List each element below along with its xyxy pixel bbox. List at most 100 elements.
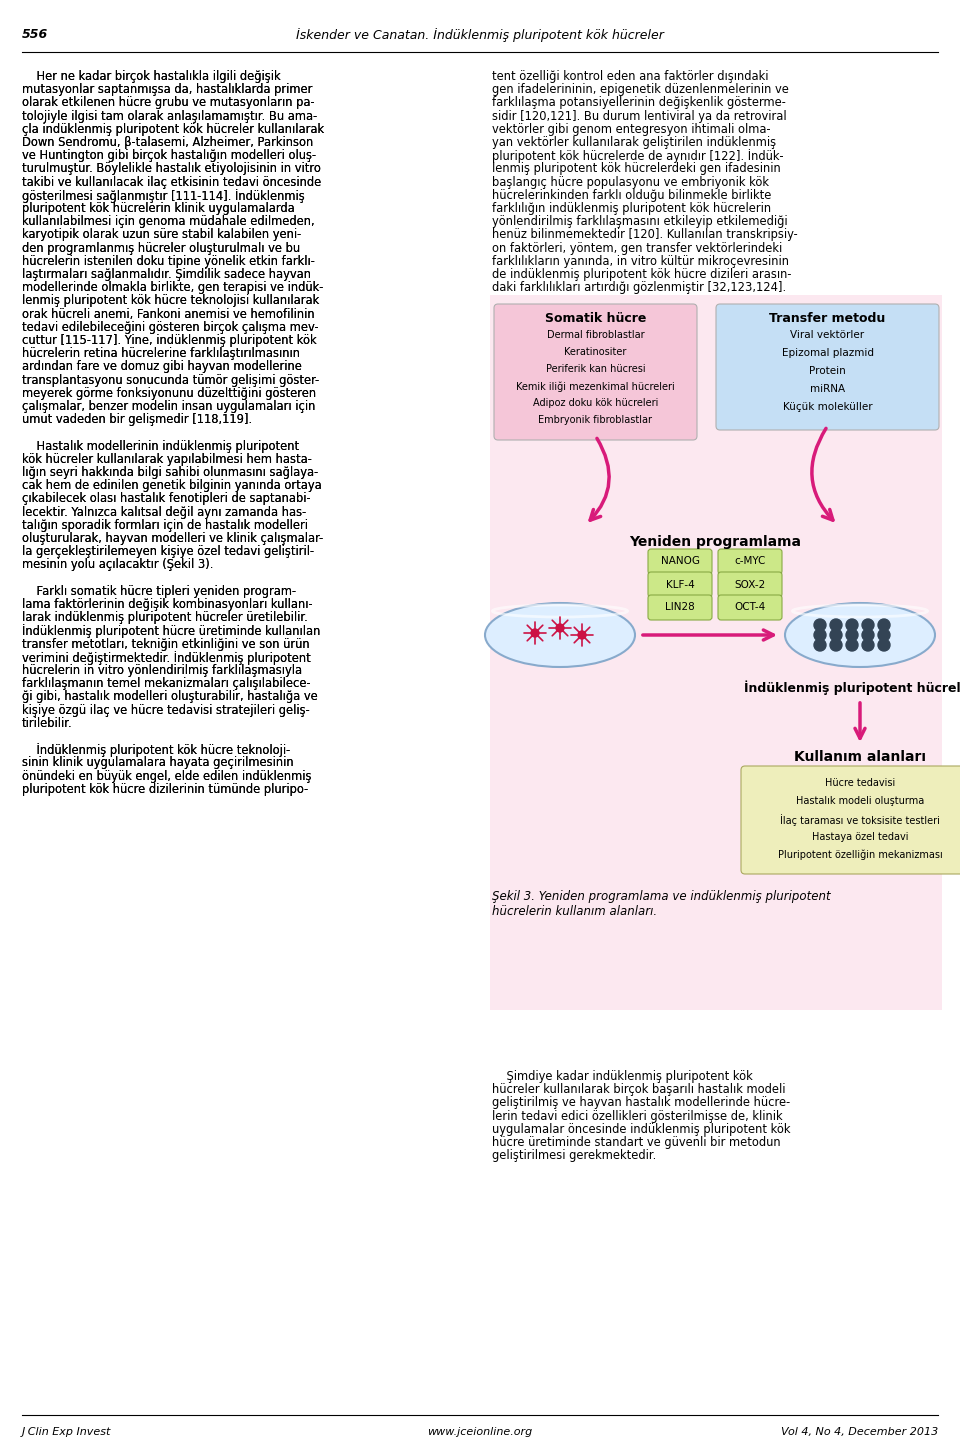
Text: hücrelerinkinden farklı olduğu bilinmekle birlikte: hücrelerinkinden farklı olduğu bilinmekl…	[492, 189, 772, 202]
Text: den programlanmış hücreler oluşturulmalı ve bu: den programlanmış hücreler oluşturulmalı…	[22, 241, 300, 254]
Text: cuttur [115-117]. Yine, indüklenmiş pluripotent kök: cuttur [115-117]. Yine, indüklenmiş plur…	[22, 334, 317, 347]
Text: farklılaşma potansiyellerinin değişkenlik gösterme-: farklılaşma potansiyellerinin değişkenli…	[492, 97, 786, 110]
Text: hücreler kullanılarak birçok başarılı hastalık modeli: hücreler kullanılarak birçok başarılı ha…	[492, 1083, 785, 1096]
Circle shape	[531, 629, 539, 638]
Text: mutasyonlar saptanmışsa da, hastalıklarda primer: mutasyonlar saptanmışsa da, hastalıklard…	[22, 84, 312, 97]
Circle shape	[846, 639, 858, 651]
Text: önündeki en büyük engel, elde edilen indüklenmiş: önündeki en büyük engel, elde edilen ind…	[22, 769, 311, 782]
Text: Pluripotent özelliğin mekanizması: Pluripotent özelliğin mekanizması	[778, 850, 943, 860]
Circle shape	[846, 619, 858, 630]
Text: İlaç taraması ve toksisite testleri: İlaç taraması ve toksisite testleri	[780, 814, 940, 826]
Text: meyerek görme fonksiyonunu düzelttiğini gösteren: meyerek görme fonksiyonunu düzelttiğini …	[22, 386, 316, 399]
Text: İskender ve Canatan. İndüklenmiş pluripotent kök hücreler: İskender ve Canatan. İndüklenmiş pluripo…	[296, 27, 664, 42]
Text: çıkabilecek olası hastalık fenotipleri de saptanabi-: çıkabilecek olası hastalık fenotipleri d…	[22, 493, 311, 506]
Text: hücrelerin retina hücrelerine farklılaştırılmasının: hücrelerin retina hücrelerine farklılaşt…	[22, 347, 300, 360]
Text: Küçük moleküller: Küçük moleküller	[782, 402, 873, 412]
Text: umut vadeden bir gelişmedir [118,119].: umut vadeden bir gelişmedir [118,119].	[22, 414, 252, 427]
Text: Şekil 3. Yeniden programlama ve indüklenmiş pluripotent: Şekil 3. Yeniden programlama ve indüklen…	[492, 889, 830, 902]
Text: hücrelerin in vitro yönlendirilmiş farklılaşmasıyla: hücrelerin in vitro yönlendirilmiş farkl…	[22, 664, 302, 677]
Text: Farklı somatik hücre tipleri yeniden program-: Farklı somatik hücre tipleri yeniden pro…	[22, 584, 296, 597]
Text: c-MYC: c-MYC	[734, 557, 766, 567]
Text: kök hücreler kullanılarak yapılabilmesi hem hasta-: kök hücreler kullanılarak yapılabilmesi …	[22, 453, 312, 466]
Text: Yeniden programlama: Yeniden programlama	[629, 535, 801, 549]
Text: lama faktörlerinin değişik kombinasyonları kullanı-: lama faktörlerinin değişik kombinasyonla…	[22, 599, 313, 612]
Text: mesinin yolu açılacaktır (Şekil 3).: mesinin yolu açılacaktır (Şekil 3).	[22, 558, 213, 571]
Text: geliştirilmesi gerekmektedir.: geliştirilmesi gerekmektedir.	[492, 1150, 657, 1163]
Text: lığın seyri hakkında bilgi sahibi olunmasını sağlaya-: lığın seyri hakkında bilgi sahibi olunma…	[22, 466, 319, 479]
Ellipse shape	[785, 603, 935, 667]
Text: Her ne kadar birçok hastalıkla ilgili değişik: Her ne kadar birçok hastalıkla ilgili de…	[22, 69, 280, 82]
Text: modellerinde olmakla birlikte, gen terapisi ve indük-: modellerinde olmakla birlikte, gen terap…	[22, 281, 324, 294]
Circle shape	[862, 619, 874, 630]
Text: geliştirilmiş ve hayvan hastalık modellerinde hücre-: geliştirilmiş ve hayvan hastalık modelle…	[492, 1096, 790, 1109]
Text: Vol 4, No 4, December 2013: Vol 4, No 4, December 2013	[780, 1427, 938, 1437]
FancyBboxPatch shape	[741, 766, 960, 873]
Text: çalışmalar, benzer modelin insan uygulamaları için: çalışmalar, benzer modelin insan uygulam…	[22, 401, 316, 414]
Text: lenmiş pluripotent kök hücre teknolojisi kullanılarak: lenmiş pluripotent kök hücre teknolojisi…	[22, 295, 320, 308]
Text: cuttur [115-117]. Yine, indüklenmiş pluripotent kök: cuttur [115-117]. Yine, indüklenmiş plur…	[22, 334, 317, 347]
Text: meyerek görme fonksiyonunu düzelttiğini gösteren: meyerek görme fonksiyonunu düzelttiğini …	[22, 386, 316, 399]
Text: KLF-4: KLF-4	[665, 580, 694, 590]
Text: on faktörleri, yöntem, gen transfer vektörlerindeki: on faktörleri, yöntem, gen transfer vekt…	[492, 241, 782, 254]
Text: farklılığın indüklenmiş pluripotent kök hücrelerin: farklılığın indüklenmiş pluripotent kök …	[492, 202, 771, 215]
Text: Embryonik fibroblastlar: Embryonik fibroblastlar	[539, 415, 653, 425]
Text: takibi ve kullanılacak ilaç etkisinin tedavi öncesinde: takibi ve kullanılacak ilaç etkisinin te…	[22, 175, 322, 188]
Text: önündeki en büyük engel, elde edilen indüklenmiş: önündeki en büyük engel, elde edilen ind…	[22, 769, 311, 782]
Text: çla indüklenmiş pluripotent kök hücreler kullanılarak: çla indüklenmiş pluripotent kök hücreler…	[22, 123, 324, 136]
Text: daki farklılıkları artırdığı gözlenmiştir [32,123,124].: daki farklılıkları artırdığı gözlenmişti…	[492, 281, 786, 294]
Text: 556: 556	[22, 29, 48, 42]
Text: ardından fare ve domuz gibi hayvan modellerine: ardından fare ve domuz gibi hayvan model…	[22, 360, 301, 373]
Text: tolojiyle ilgisi tam olarak anlaşılamamıştır. Bu ama-: tolojiyle ilgisi tam olarak anlaşılamamı…	[22, 110, 317, 123]
Text: ği gibi, hastalık modelleri oluşturabilir, hastalığa ve: ği gibi, hastalık modelleri oluşturabili…	[22, 690, 318, 703]
Text: transfer metotları, tekniğin etkinliğini ve son ürün: transfer metotları, tekniğin etkinliğini…	[22, 638, 310, 651]
Text: tedavi edilebileceğini gösteren birçok çalışma mev-: tedavi edilebileceğini gösteren birçok ç…	[22, 321, 319, 334]
Text: mesinin yolu açılacaktır (Şekil 3).: mesinin yolu açılacaktır (Şekil 3).	[22, 558, 213, 571]
Text: karyotipik olarak uzun süre stabil kalabilen yeni-: karyotipik olarak uzun süre stabil kalab…	[22, 228, 301, 241]
Text: ardından fare ve domuz gibi hayvan modellerine: ardından fare ve domuz gibi hayvan model…	[22, 360, 301, 373]
Text: laştırmaları sağlanmalıdır. Şimdilik sadece hayvan: laştırmaları sağlanmalıdır. Şimdilik sad…	[22, 268, 311, 281]
Ellipse shape	[485, 603, 635, 667]
Text: Kemik iliği mezenkimal hücreleri: Kemik iliği mezenkimal hücreleri	[516, 380, 675, 392]
Text: LIN28: LIN28	[665, 603, 695, 613]
Text: lığın seyri hakkında bilgi sahibi olunmasını sağlaya-: lığın seyri hakkında bilgi sahibi olunma…	[22, 466, 319, 479]
FancyBboxPatch shape	[490, 295, 942, 1009]
Text: tirilebilir.: tirilebilir.	[22, 717, 73, 730]
Text: orak hücreli anemi, Fankoni anemisi ve hemofilinin: orak hücreli anemi, Fankoni anemisi ve h…	[22, 308, 315, 321]
Text: hücrelerin in vitro yönlendirilmiş farklılaşmasıyla: hücrelerin in vitro yönlendirilmiş farkl…	[22, 664, 302, 677]
Text: orak hücreli anemi, Fankoni anemisi ve hemofilinin: orak hücreli anemi, Fankoni anemisi ve h…	[22, 308, 315, 321]
Text: başlangıç hücre populasyonu ve embriyonik kök: başlangıç hücre populasyonu ve embriyoni…	[492, 175, 769, 188]
Text: İndüklenmiş pluripotent hücre üretiminde kullanılan: İndüklenmiş pluripotent hücre üretiminde…	[22, 625, 321, 638]
Text: Down Sendromu, β-talasemi, Alzheimer, Parkinson: Down Sendromu, β-talasemi, Alzheimer, Pa…	[22, 136, 313, 149]
Text: umut vadeden bir gelişmedir [118,119].: umut vadeden bir gelişmedir [118,119].	[22, 414, 252, 427]
Text: pluripotent kök hücrelerde de aynıdır [122]. İndük-: pluripotent kök hücrelerde de aynıdır [1…	[492, 149, 783, 163]
FancyBboxPatch shape	[718, 573, 782, 597]
Text: OCT-4: OCT-4	[734, 603, 766, 613]
Text: verimini değiştirmektedir. İndüklenmiş pluripotent: verimini değiştirmektedir. İndüklenmiş p…	[22, 651, 311, 665]
Circle shape	[862, 639, 874, 651]
Text: den programlanmış hücreler oluşturulmalı ve bu: den programlanmış hücreler oluşturulmalı…	[22, 241, 300, 254]
Text: talığın sporadik formları için de hastalık modelleri: talığın sporadik formları için de hastal…	[22, 519, 308, 532]
Text: laştırmaları sağlanmalıdır. Şimdilik sadece hayvan: laştırmaları sağlanmalıdır. Şimdilik sad…	[22, 268, 311, 281]
Text: pluripotent kök hücrelerin klinik uygulamalarda: pluripotent kök hücrelerin klinik uygula…	[22, 202, 295, 215]
Text: Farklı somatik hücre tipleri yeniden program-: Farklı somatik hücre tipleri yeniden pro…	[22, 584, 296, 597]
Text: hücrelerin kullanım alanları.: hücrelerin kullanım alanları.	[492, 905, 658, 918]
Text: Şimdiye kadar indüklenmiş pluripotent kök: Şimdiye kadar indüklenmiş pluripotent kö…	[492, 1070, 753, 1083]
Text: la gerçekleştirilemeyen kişiye özel tedavi geliştiril-: la gerçekleştirilemeyen kişiye özel teda…	[22, 545, 314, 558]
Text: cak hem de edinilen genetik bilginin yanında ortaya: cak hem de edinilen genetik bilginin yan…	[22, 479, 322, 492]
Text: Hücre tedavisi: Hücre tedavisi	[825, 778, 895, 788]
Circle shape	[830, 619, 842, 630]
FancyBboxPatch shape	[716, 304, 939, 429]
Text: lenmiş pluripotent kök hücrelerdeki gen ifadesinin: lenmiş pluripotent kök hücrelerdeki gen …	[492, 162, 780, 175]
Text: Epizomal plazmid: Epizomal plazmid	[781, 348, 874, 359]
Text: Viral vektörler: Viral vektörler	[790, 330, 865, 340]
Text: gösterilmesi sağlanmıştır [111-114]. İndüklenmiş: gösterilmesi sağlanmıştır [111-114]. İnd…	[22, 189, 304, 202]
Text: hücrelerin istenilen doku tipine yönelik etkin farklı-: hücrelerin istenilen doku tipine yönelik…	[22, 254, 315, 268]
Text: la gerçekleştirilemeyen kişiye özel tedavi geliştiril-: la gerçekleştirilemeyen kişiye özel teda…	[22, 545, 314, 558]
Text: lecektir. Yalnızca kalıtsal değil aynı zamanda has-: lecektir. Yalnızca kalıtsal değil aynı z…	[22, 506, 306, 519]
Text: pluripotent kök hücrelerin klinik uygulamalarda: pluripotent kök hücrelerin klinik uygula…	[22, 202, 295, 215]
Text: Hastalık modeli oluşturma: Hastalık modeli oluşturma	[796, 795, 924, 805]
Text: İndüklenmiş pluripotent kök hücre teknoloji-: İndüklenmiş pluripotent kök hücre teknol…	[22, 743, 290, 758]
Circle shape	[814, 639, 826, 651]
Text: Protein: Protein	[809, 366, 846, 376]
Circle shape	[878, 639, 890, 651]
